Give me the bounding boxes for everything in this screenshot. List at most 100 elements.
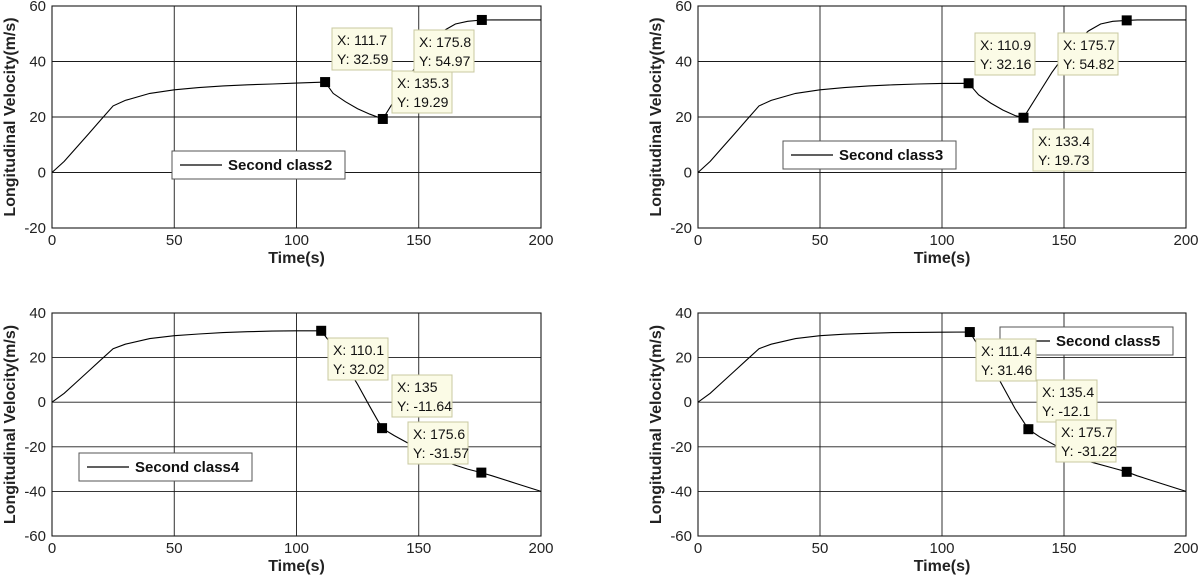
datatip-x-value: X: 135.3 xyxy=(397,75,449,91)
y-tick-label: 40 xyxy=(675,305,692,322)
datatip-x-value: X: 175.8 xyxy=(419,34,471,50)
datatip-y-value: Y: 54.82 xyxy=(1063,56,1115,72)
datatip-marker[interactable] xyxy=(377,113,388,124)
datatip-marker[interactable] xyxy=(476,14,487,25)
y-tick-label: -20 xyxy=(670,439,692,456)
datatip-marker[interactable] xyxy=(1018,112,1029,123)
plot-frame xyxy=(51,5,542,229)
series-line xyxy=(697,19,1186,173)
chart-panel-3: 0 50 100 150 200 -60 -40 -20 0 20 40 Time(s) Longitu… xyxy=(2,305,554,575)
y-tick-label: 60 xyxy=(675,0,692,15)
datatip-y-value: Y: -12.1 xyxy=(1042,403,1090,419)
datatip-marker[interactable] xyxy=(1121,15,1132,26)
plot-frame xyxy=(697,312,1187,537)
legend: Second class4 xyxy=(78,452,253,482)
legend-label: Second class4 xyxy=(135,459,240,476)
x-axis-label: Time(s) xyxy=(268,558,325,575)
datatip-x-value: X: 135 xyxy=(397,379,438,395)
datatip[interactable]: X: 133.4 Y: 19.73 xyxy=(1018,112,1094,172)
datatip-box xyxy=(975,338,1037,382)
datatip[interactable]: X: 111.7 Y: 32.59 xyxy=(320,27,393,88)
y-tick-label: 40 xyxy=(29,54,46,71)
x-tick-label: 150 xyxy=(406,232,431,249)
datatip[interactable]: X: 175.7 Y: 54.82 xyxy=(1057,15,1132,76)
datatip-marker[interactable] xyxy=(964,327,975,338)
y-tick-label: 0 xyxy=(38,165,46,182)
x-tick-label: 100 xyxy=(929,232,954,249)
datatip[interactable]: X: 110.9 Y: 32.16 xyxy=(963,32,1036,89)
y-tick-label: -40 xyxy=(24,483,46,500)
datatip-x-value: X: 110.9 xyxy=(980,37,1031,53)
series-line xyxy=(51,330,542,492)
datatip-y-value: Y: -11.64 xyxy=(397,398,452,414)
y-tick-label: 0 xyxy=(684,165,692,182)
datatip[interactable]: X: 135.4 Y: -12.1 xyxy=(1023,379,1098,435)
y-tick-label: 0 xyxy=(38,394,46,411)
datatip-y-value: Y: 19.29 xyxy=(397,94,449,110)
x-tick-label: 200 xyxy=(528,232,553,249)
datatip[interactable]: X: 175.6 Y: -31.57 xyxy=(407,421,487,478)
datatip-box xyxy=(1055,419,1117,463)
x-tick-label: 50 xyxy=(166,232,183,249)
x-tick-label: 150 xyxy=(406,540,431,557)
y-tick-label: 40 xyxy=(29,305,46,322)
datatip-marker[interactable] xyxy=(963,78,974,89)
datatip-box xyxy=(1032,128,1094,172)
x-axis-label: Time(s) xyxy=(914,558,971,575)
series-line xyxy=(697,331,1187,492)
datatip-x-value: X: 175.7 xyxy=(1061,424,1113,440)
y-axis-label: Longitudinal Velocity(m/s) xyxy=(2,325,19,524)
y-tick-label: -60 xyxy=(670,528,692,545)
chart-panel-1: 0 50 100 150 200-200204060Time(s)Longitudina… xyxy=(2,0,554,267)
y-tick-label: 40 xyxy=(675,54,692,71)
y-tick-label: -60 xyxy=(24,528,46,545)
datatip-box xyxy=(331,27,393,71)
legend-label: Second class2 xyxy=(228,157,332,174)
datatip-box xyxy=(1057,32,1119,76)
datatip-marker[interactable] xyxy=(476,467,487,478)
datatip-box xyxy=(391,374,453,418)
x-tick-label: 50 xyxy=(812,232,829,249)
x-tick-label: 0 xyxy=(48,232,56,249)
y-tick-label: 20 xyxy=(675,109,692,126)
x-tick-label: 200 xyxy=(1173,232,1198,249)
y-tick-label: 0 xyxy=(684,394,692,411)
y-axis-label: Longitudinal Velocity(m/s) xyxy=(648,17,665,216)
x-tick-label: 200 xyxy=(528,540,553,557)
datatip[interactable]: X: 135 Y: -11.64 xyxy=(377,374,453,434)
y-tick-label: 20 xyxy=(29,350,46,367)
datatip-y-value: Y: -31.22 xyxy=(1061,443,1117,459)
datatip-marker[interactable] xyxy=(377,423,388,434)
datatip[interactable]: X: 175.7 Y: -31.22 xyxy=(1055,419,1132,477)
datatip-x-value: X: 111.4 xyxy=(981,343,1031,359)
y-tick-label: -20 xyxy=(24,220,46,237)
datatip-y-value: Y: -31.57 xyxy=(413,445,469,461)
series-line xyxy=(51,19,541,173)
datatip-x-value: X: 135.4 xyxy=(1042,384,1094,400)
datatip-x-value: X: 133.4 xyxy=(1038,133,1090,149)
datatip[interactable]: X: 111.4 Y: 31.46 xyxy=(964,327,1037,382)
chart-panel-2: 0 50 100 150 200-200204060Time(s)Longitudina… xyxy=(648,0,1199,267)
datatip-y-value: Y: 32.02 xyxy=(333,361,385,377)
datatip-box xyxy=(327,337,389,381)
datatip-x-value: X: 175.6 xyxy=(413,426,465,442)
datatip-marker[interactable] xyxy=(316,325,327,336)
datatip[interactable]: X: 135.3 Y: 19.29 xyxy=(377,70,453,124)
datatip-marker[interactable] xyxy=(1023,424,1034,435)
y-tick-label: -20 xyxy=(24,439,46,456)
datatip[interactable]: X: 175.8 Y: 54.97 xyxy=(413,14,487,73)
datatip[interactable]: X: 110.1 Y: 32.02 xyxy=(316,325,389,381)
datatip-y-value: Y: 32.59 xyxy=(337,51,389,67)
datatip-box xyxy=(413,29,475,73)
plot-frame xyxy=(697,5,1187,229)
datatip-marker[interactable] xyxy=(320,77,331,88)
y-tick-label: 20 xyxy=(675,350,692,367)
datatip-x-value: X: 110.1 xyxy=(333,342,384,358)
datatip-x-value: X: 111.7 xyxy=(337,32,387,48)
y-tick-label: -40 xyxy=(670,483,692,500)
datatip-y-value: Y: 32.16 xyxy=(980,56,1032,72)
datatip-marker[interactable] xyxy=(1121,466,1132,477)
plot-frame xyxy=(51,312,542,537)
x-tick-label: 100 xyxy=(284,232,309,249)
